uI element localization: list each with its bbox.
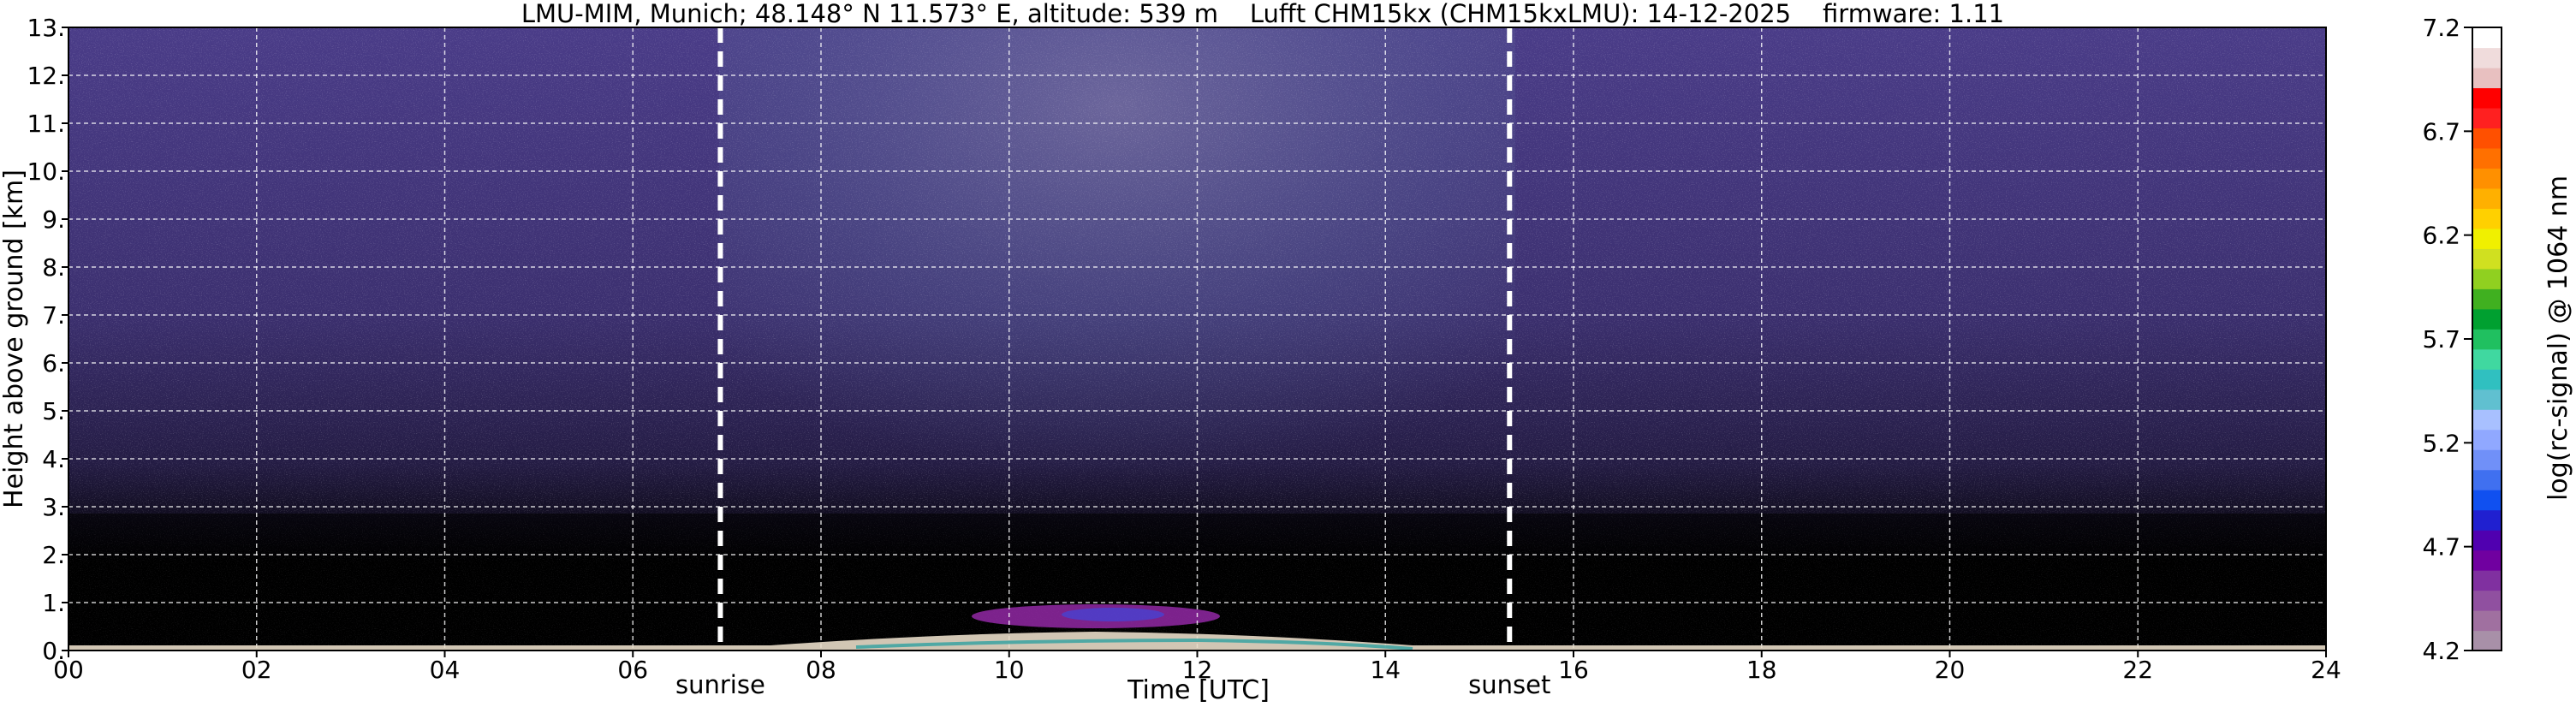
plot-area xyxy=(68,27,2326,651)
colorbar-segment-17 xyxy=(2472,288,2502,310)
colorbar-segment-24 xyxy=(2472,147,2502,169)
x-tick-label-1: 02 xyxy=(241,656,272,684)
colorbar-tick-label-6: 7.2 xyxy=(2422,14,2460,42)
colorbar-segment-19 xyxy=(2472,248,2502,270)
y-tick-label-6: 6. xyxy=(42,349,65,377)
colorbar-segment-13 xyxy=(2472,369,2502,390)
x-tick-label-6: 12 xyxy=(1182,656,1213,684)
colorbar-tick-label-5: 6.7 xyxy=(2422,117,2460,146)
y-tick-label-13: 13. xyxy=(27,14,65,42)
colorbar-segment-6 xyxy=(2472,509,2502,531)
colorbar-segment-11 xyxy=(2472,409,2502,431)
colorbar-tick-label-2: 5.2 xyxy=(2422,429,2460,457)
colorbar-segment-22 xyxy=(2472,187,2502,209)
y-tick-label-12: 12. xyxy=(27,62,65,90)
colorbar-segment-4 xyxy=(2472,550,2502,571)
y-tick-label-8: 8. xyxy=(42,253,65,282)
colorbar-tick-label-0: 4.2 xyxy=(2422,637,2460,665)
x-tick-label-2: 04 xyxy=(430,656,461,684)
y-axis: 0. 1. 2. 3. 4. 5. 6. 7. 8. 9. 10. 11. 12. 13. xyxy=(27,14,68,665)
surface-layer-color-band xyxy=(855,638,1413,651)
colorbar-segment-7 xyxy=(2472,490,2502,511)
colorbar-segment-1 xyxy=(2472,610,2502,632)
event-lines xyxy=(717,27,1513,651)
colorbar-segment-20 xyxy=(2472,228,2502,249)
x-tick-label-9: 18 xyxy=(1746,656,1777,684)
grid-lines xyxy=(68,27,2326,651)
colorbar-segment-0 xyxy=(2472,630,2502,651)
colorbar-segment-27 xyxy=(2472,87,2502,109)
colorbar-segment-30 xyxy=(2472,27,2502,49)
x-tick-label-10: 20 xyxy=(1935,656,1966,684)
x-tick-label-8: 16 xyxy=(1558,656,1589,684)
x-tick-label-7: 14 xyxy=(1370,656,1401,684)
colorbar: 4.2 4.7 5.2 5.7 6.2 6.7 7.2 xyxy=(2422,14,2502,665)
y-tick-label-2: 2. xyxy=(42,541,65,569)
y-tick-label-5: 5. xyxy=(42,397,65,425)
y-axis-label: Height above ground [km] xyxy=(0,169,29,508)
colorbar-segment-9 xyxy=(2472,449,2502,471)
colorbar-segment-8 xyxy=(2472,469,2502,490)
chart-title: LMU-MIM, Munich; 48.148° N 11.573° E, al… xyxy=(521,0,2004,28)
x-tick-label-11: 22 xyxy=(2122,656,2153,684)
colorbar-segment-26 xyxy=(2472,107,2502,129)
event-labels: sunrise sunset xyxy=(675,670,1550,699)
y-tick-label-11: 11. xyxy=(27,110,65,138)
x-tick-label-0: 00 xyxy=(53,656,84,684)
colorbar-segment-10 xyxy=(2472,429,2502,450)
y-tick-label-4: 4. xyxy=(42,445,65,473)
colorbar-segment-12 xyxy=(2472,389,2502,410)
colorbar-segment-29 xyxy=(2472,47,2502,68)
x-tick-label-5: 10 xyxy=(994,656,1025,684)
x-axis-label: Time [UTC] xyxy=(1127,675,1270,705)
colorbar-segment-28 xyxy=(2472,67,2502,89)
y-tick-label-3: 3. xyxy=(42,493,65,521)
y-tick-label-0: 0. xyxy=(42,637,65,665)
colorbar-segment-15 xyxy=(2472,329,2502,350)
colorbar-tick-label-1: 4.7 xyxy=(2422,533,2460,561)
event-label-sunset: sunset xyxy=(1468,670,1550,699)
colorbar-segment-2 xyxy=(2472,590,2502,611)
x-tick-label-3: 06 xyxy=(617,656,648,684)
colorbar-segment-21 xyxy=(2472,208,2502,229)
colorbar-segment-16 xyxy=(2472,308,2502,330)
colorbar-tick-label-4: 6.2 xyxy=(2422,222,2460,250)
colorbar-label: log(rc-signal) @ 1064 nm xyxy=(2543,175,2573,501)
colorbar-segment-5 xyxy=(2472,530,2502,551)
colorbar-segment-3 xyxy=(2472,570,2502,591)
y-tick-label-10: 10. xyxy=(27,157,65,186)
colorbar-segment-18 xyxy=(2472,268,2502,289)
x-tick-label-12: 24 xyxy=(2311,656,2341,684)
event-label-sunrise: sunrise xyxy=(675,670,765,699)
y-tick-label-1: 1. xyxy=(42,589,65,617)
y-tick-label-9: 9. xyxy=(42,205,65,234)
colorbar-segment-23 xyxy=(2472,168,2502,189)
y-tick-label-7: 7. xyxy=(42,301,65,330)
x-axis: 00 02 04 06 08 10 12 14 16 18 20 22 24 xyxy=(53,651,2341,684)
colorbar-segment-25 xyxy=(2472,128,2502,149)
colorbar-tick-label-3: 5.7 xyxy=(2422,325,2460,354)
x-tick-label-4: 08 xyxy=(806,656,836,684)
boundary-layer-core xyxy=(1062,608,1164,621)
colorbar-segment-14 xyxy=(2472,348,2502,370)
